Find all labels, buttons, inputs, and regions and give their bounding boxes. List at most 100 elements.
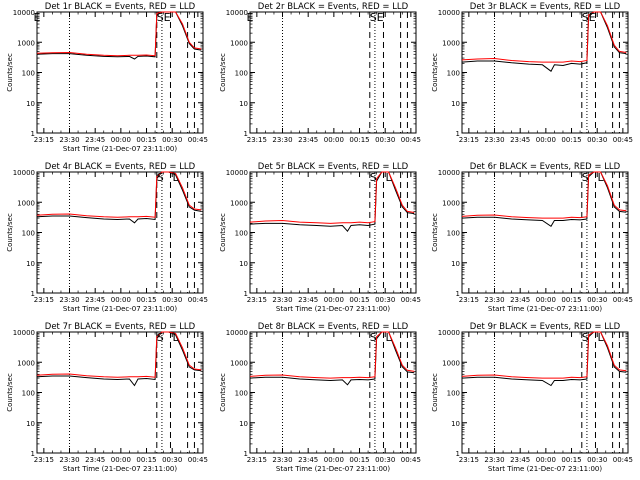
y-axis-label: Counts/sec — [431, 53, 439, 92]
detector-panel-2: Det 2r BLACK = Events, RED = LLD 1 10 100 10… — [219, 2, 421, 144]
x-tick-label: 00:15 — [561, 296, 581, 304]
y-tick-label: 10 — [451, 420, 460, 428]
y-tick-label: 10000 — [226, 329, 248, 337]
y-tick-label: 1000 — [442, 39, 460, 47]
y-tick-label: 1000 — [442, 199, 460, 207]
x-tick-label: 00:30 — [375, 296, 395, 304]
x-tick-label: 00:15 — [136, 136, 156, 144]
x-tick-label: 23:15 — [459, 136, 479, 144]
x-tick-label: 00:00 — [536, 296, 556, 304]
plot-frame — [461, 171, 629, 294]
y-tick-label: 1000 — [442, 359, 460, 367]
x-tick-label: 00:30 — [162, 456, 182, 464]
x-tick-label: 00:30 — [587, 136, 607, 144]
x-axis-label: Start Time (21-Dec-07 23:11:00) — [276, 305, 390, 313]
y-tick-label: 1 — [244, 450, 248, 458]
event-marker-s: S — [582, 171, 589, 184]
event-marker-e: E — [247, 11, 254, 24]
y-tick-label: 1000 — [230, 39, 248, 47]
x-tick-label: 23:30 — [484, 136, 504, 144]
event-marker-l: L — [173, 331, 180, 344]
panel-title: Det 4r BLACK = Events, RED = LLD — [45, 162, 196, 172]
x-tick-label: 00:15 — [561, 136, 581, 144]
x-tick-label: 00:15 — [136, 296, 156, 304]
y-tick-label: 1000 — [17, 39, 35, 47]
series-line-lld — [249, 171, 415, 224]
x-tick-label: 00:45 — [401, 296, 421, 304]
y-tick-label: 10000 — [13, 329, 35, 337]
x-tick-label: 00:45 — [188, 136, 208, 144]
series-line-events — [461, 331, 627, 387]
x-tick-label: 23:30 — [484, 296, 504, 304]
series-line-events — [249, 331, 415, 386]
y-axis-label: Counts/sec — [6, 53, 14, 92]
event-marker-l: L — [173, 171, 180, 184]
x-tick-label: 00:15 — [349, 456, 369, 464]
series-line-events — [36, 171, 202, 224]
y-axis-label: Counts/sec — [219, 373, 227, 412]
x-tick-label: 00:45 — [401, 456, 421, 464]
x-tick-label: 23:15 — [34, 136, 54, 144]
y-tick-label: 10000 — [438, 329, 460, 337]
panel-title: Det 8r BLACK = Events, RED = LLD — [258, 322, 409, 332]
x-tick-label: 23:30 — [59, 296, 79, 304]
x-tick-label: 00:45 — [613, 456, 633, 464]
x-tick-label: 00:00 — [111, 456, 131, 464]
y-axis-label: Counts/sec — [219, 213, 227, 252]
y-tick-label: 10000 — [13, 169, 35, 177]
event-marker-e: E — [377, 11, 384, 24]
y-axis-label: Counts/sec — [219, 53, 227, 92]
panel-title: Det 9r BLACK = Events, RED = LLD — [470, 322, 621, 332]
detector-panel-9: Det 9r BLACK = Events, RED = LLD 1 10 100 10… — [431, 322, 633, 473]
y-tick-label: 100 — [235, 230, 248, 238]
y-tick-label: 10 — [26, 260, 35, 268]
x-tick-label: 23:30 — [59, 136, 79, 144]
x-tick-label: 23:15 — [34, 456, 54, 464]
series-line-events — [461, 11, 627, 72]
x-tick-label: 00:00 — [111, 296, 131, 304]
y-tick-label: 10000 — [13, 9, 35, 17]
series-line-events — [249, 171, 415, 233]
event-marker-s: S — [582, 331, 589, 344]
y-tick-label: 10 — [26, 100, 35, 108]
event-marker-l: L — [598, 331, 605, 344]
event-marker-s: S — [370, 11, 377, 24]
plot-frame — [249, 11, 417, 134]
series-line-lld — [36, 171, 202, 218]
y-tick-label: 10000 — [438, 9, 460, 17]
y-tick-label: 100 — [447, 390, 460, 398]
series-line-events — [461, 171, 627, 228]
series-line-events — [36, 331, 202, 387]
event-marker-s: S — [157, 11, 164, 24]
plot-frame — [461, 11, 629, 134]
x-tick-label: 23:45 — [85, 456, 105, 464]
y-tick-label: 100 — [22, 390, 35, 398]
event-marker-s: S — [370, 331, 377, 344]
x-tick-label: 23:30 — [272, 296, 292, 304]
x-tick-label: 23:15 — [459, 456, 479, 464]
x-tick-label: 23:45 — [85, 136, 105, 144]
y-tick-label: 10 — [239, 420, 248, 428]
x-tick-label: 23:45 — [298, 136, 318, 144]
y-tick-label: 1 — [244, 130, 248, 138]
panel-title: Det 3r BLACK = Events, RED = LLD — [470, 2, 621, 12]
x-tick-label: 00:00 — [536, 136, 556, 144]
x-tick-label: 23:15 — [247, 456, 267, 464]
detector-panel-3: Det 3r BLACK = Events, RED = LLD 1 10 100 10… — [431, 2, 633, 144]
y-axis-label: Counts/sec — [431, 213, 439, 252]
y-tick-label: 1 — [31, 290, 35, 298]
event-marker-e: E — [589, 11, 596, 24]
plot-frame — [36, 171, 204, 294]
x-axis-label: Start Time (21-Dec-07 23:11:00) — [276, 465, 390, 473]
x-tick-label: 23:45 — [85, 296, 105, 304]
series-line-lld — [36, 331, 202, 378]
detector-panel-1: Det 1r BLACK = Events, RED = LLD 1 10 100 10… — [6, 2, 208, 153]
event-marker-s: S — [370, 171, 377, 184]
y-tick-label: 1 — [456, 290, 460, 298]
y-axis-label: Counts/sec — [6, 213, 14, 252]
event-marker-s: S — [157, 171, 164, 184]
x-axis-label: Start Time (21-Dec-07 23:11:00) — [63, 305, 177, 313]
plot-frame — [249, 171, 417, 294]
detector-panel-8: Det 8r BLACK = Events, RED = LLD 1 10 100 10… — [219, 322, 421, 473]
